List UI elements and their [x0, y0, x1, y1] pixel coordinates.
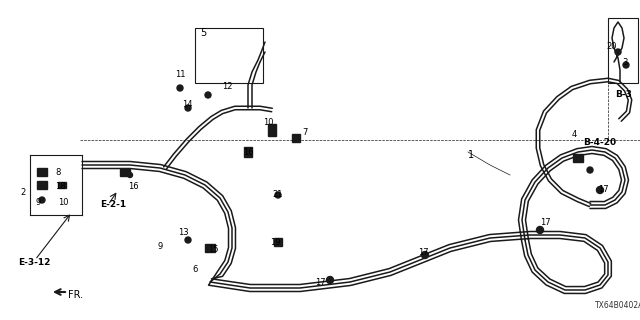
- Bar: [292, 134, 300, 142]
- Text: FR.: FR.: [68, 290, 83, 300]
- Text: 4: 4: [572, 130, 577, 139]
- Text: 11: 11: [175, 70, 186, 79]
- Bar: [573, 154, 583, 162]
- Bar: [244, 147, 252, 157]
- Bar: [120, 169, 130, 175]
- Text: 2: 2: [20, 188, 25, 197]
- Circle shape: [185, 237, 191, 243]
- Circle shape: [536, 227, 543, 234]
- Text: 3: 3: [622, 58, 627, 67]
- Text: 9: 9: [158, 242, 163, 251]
- Text: 17: 17: [598, 185, 609, 194]
- Text: 17: 17: [315, 278, 326, 287]
- Bar: [608, 18, 638, 83]
- Text: 8: 8: [55, 168, 60, 177]
- Text: 10: 10: [58, 198, 68, 207]
- Text: 16: 16: [243, 148, 253, 157]
- Text: 14: 14: [182, 100, 193, 109]
- Text: E-2-1: E-2-1: [100, 200, 126, 209]
- Text: 9: 9: [36, 198, 41, 207]
- Circle shape: [596, 187, 604, 194]
- Bar: [195, 28, 263, 83]
- Text: 16: 16: [128, 182, 139, 191]
- Text: 15: 15: [208, 245, 218, 254]
- Text: 18: 18: [55, 182, 66, 191]
- Text: 12: 12: [222, 82, 232, 91]
- Circle shape: [39, 197, 45, 203]
- Bar: [37, 168, 47, 176]
- Bar: [268, 124, 276, 136]
- Circle shape: [587, 167, 593, 173]
- Text: 1: 1: [468, 150, 474, 160]
- Text: 13: 13: [178, 228, 189, 237]
- Bar: [37, 181, 47, 189]
- Text: 5: 5: [200, 28, 206, 38]
- Circle shape: [422, 252, 429, 259]
- Circle shape: [177, 85, 183, 91]
- Circle shape: [326, 276, 333, 284]
- Text: 21: 21: [272, 190, 282, 199]
- Circle shape: [623, 62, 629, 68]
- Text: 20: 20: [606, 42, 616, 51]
- Text: 7: 7: [302, 128, 307, 137]
- Circle shape: [205, 92, 211, 98]
- Bar: [205, 244, 215, 252]
- Bar: [274, 238, 282, 246]
- Text: 10: 10: [263, 118, 273, 127]
- Circle shape: [615, 49, 621, 55]
- Circle shape: [127, 172, 132, 178]
- Text: 19: 19: [270, 238, 280, 247]
- Text: 6: 6: [192, 265, 197, 274]
- Text: B-3: B-3: [615, 90, 632, 99]
- Text: 17: 17: [540, 218, 550, 227]
- Circle shape: [185, 105, 191, 111]
- Text: E-3-12: E-3-12: [18, 258, 51, 267]
- Text: B-4-20: B-4-20: [583, 138, 616, 147]
- Text: TX64B0402A: TX64B0402A: [595, 301, 640, 310]
- Text: 17: 17: [418, 248, 429, 257]
- Bar: [58, 182, 66, 188]
- Circle shape: [275, 192, 281, 198]
